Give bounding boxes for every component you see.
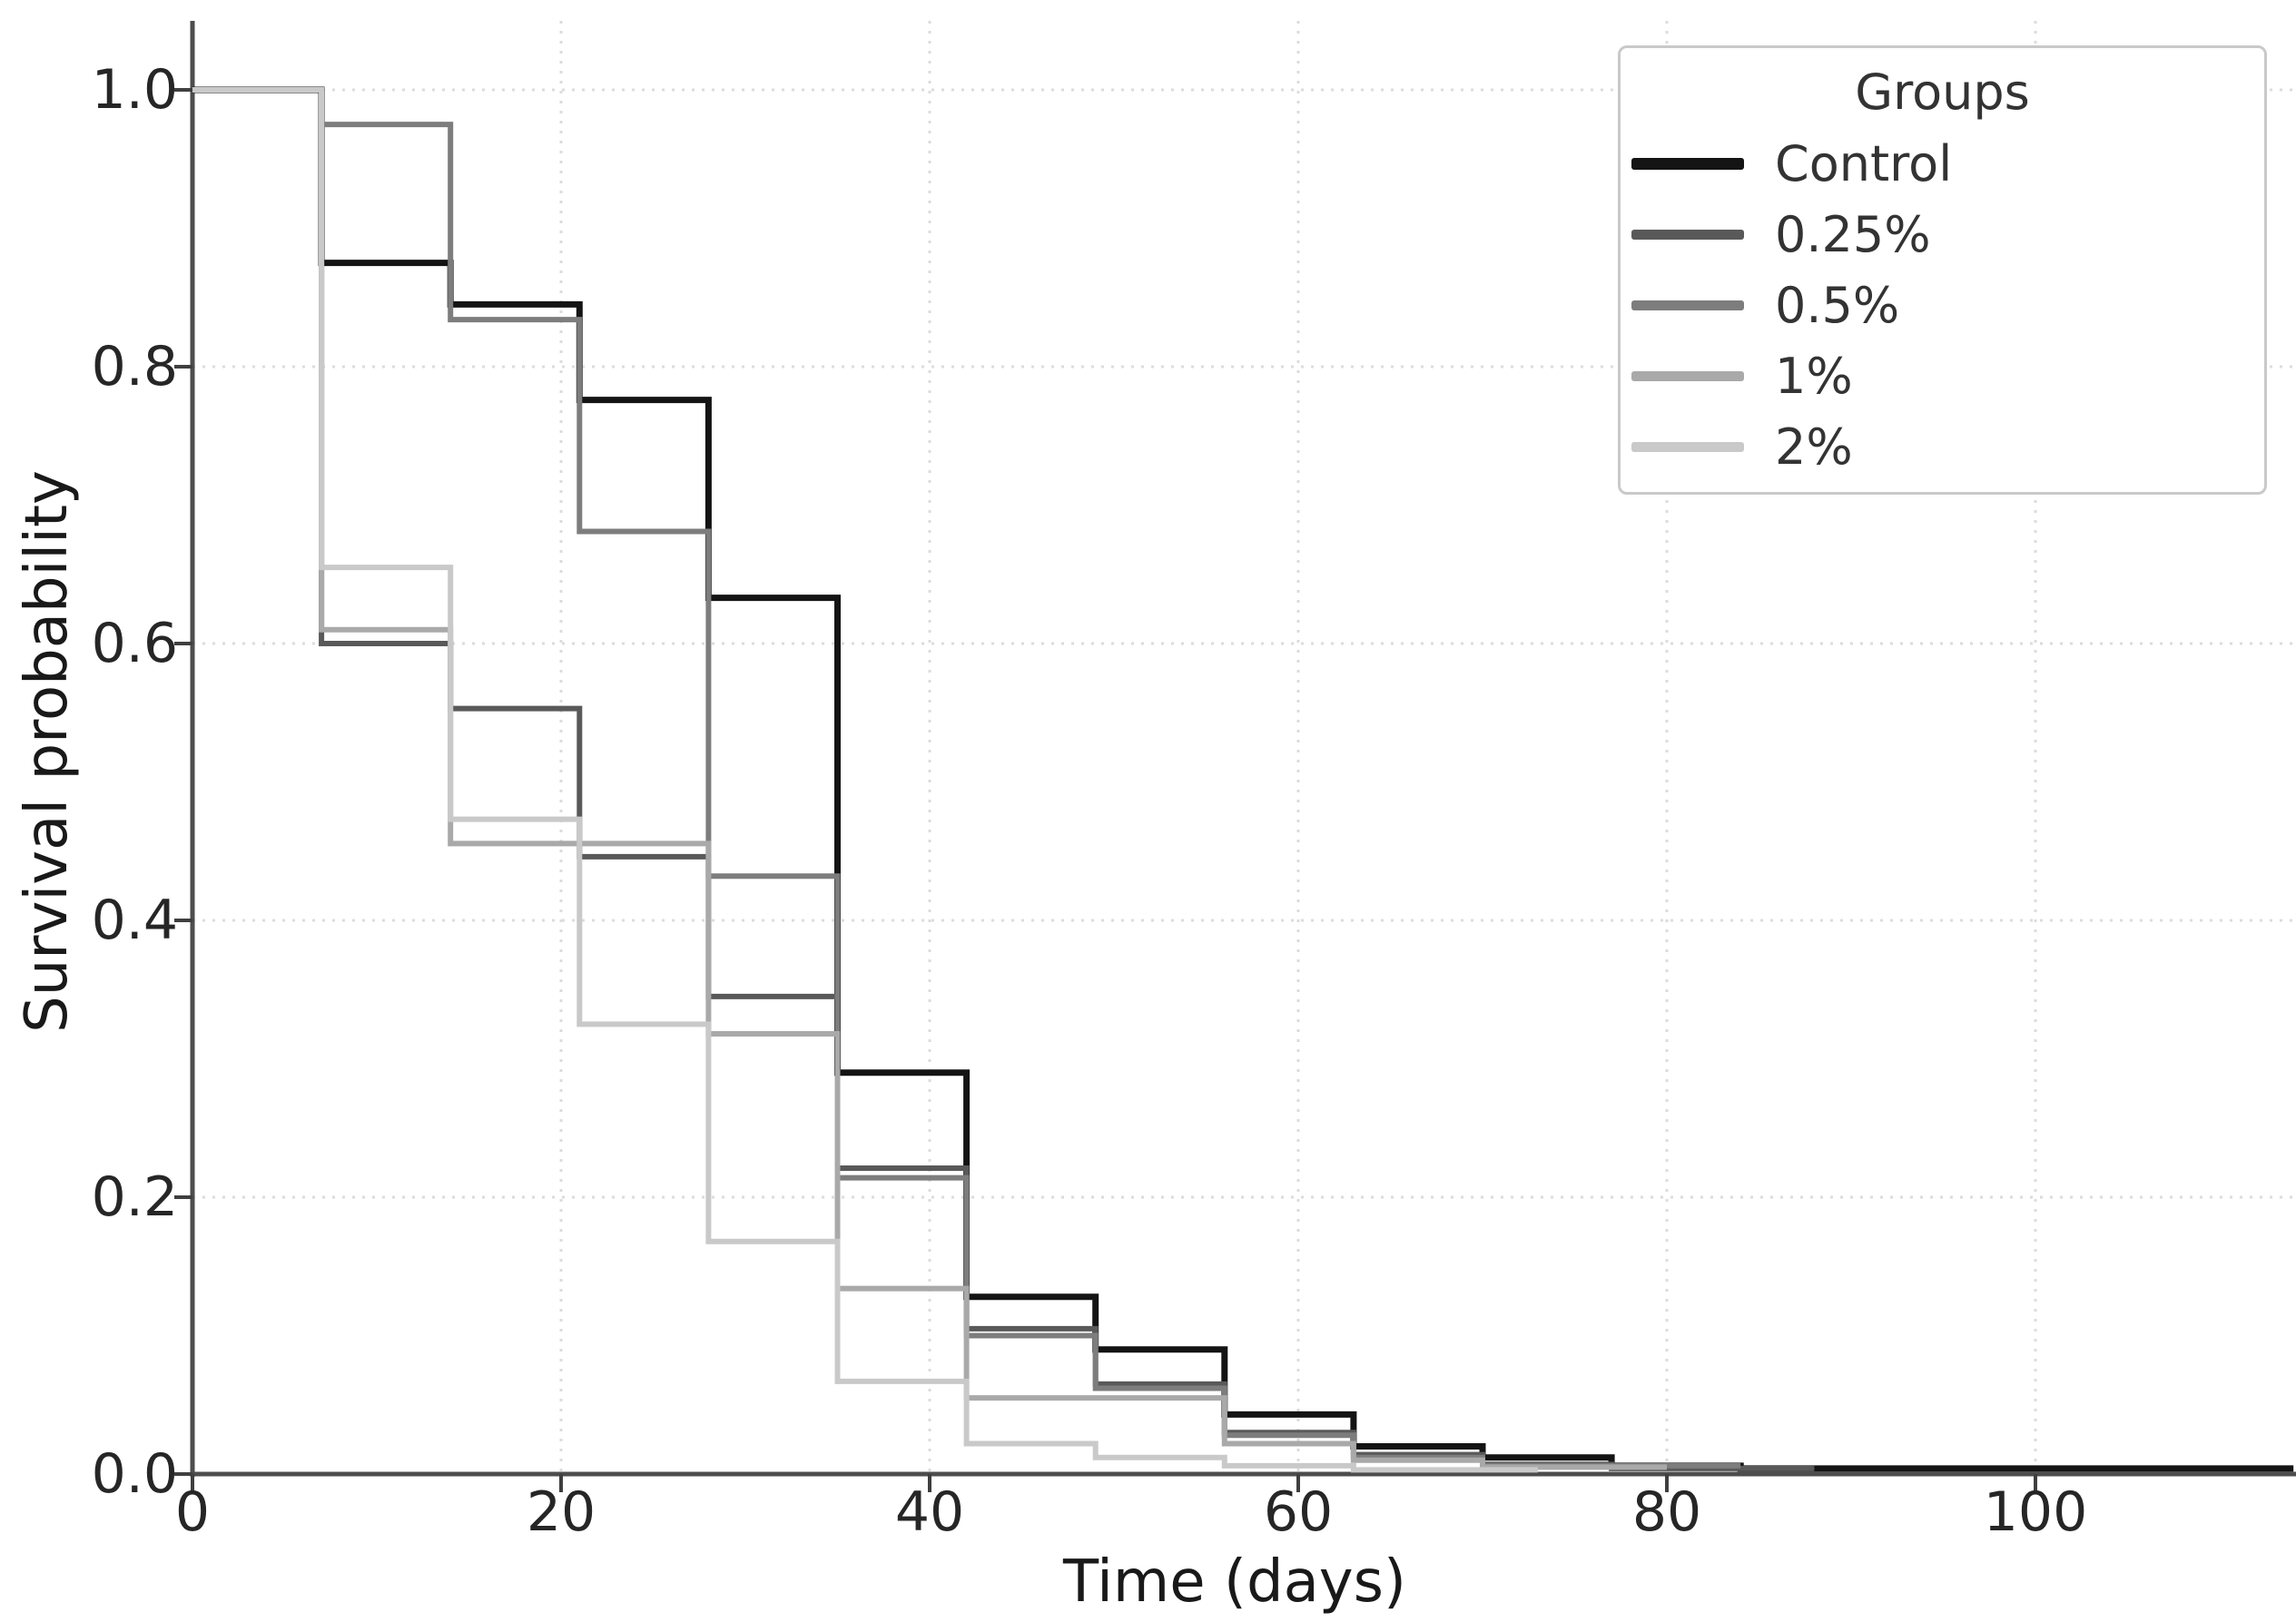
y-tick-label: 0.0 xyxy=(91,1442,178,1506)
y-tick-label: 0.6 xyxy=(91,612,178,675)
legend-entry: 2% xyxy=(1621,411,2264,482)
legend: Groups Control 0.25% 0.5% 1% 2% xyxy=(1618,45,2267,495)
legend-entry: 0.25% xyxy=(1621,199,2264,270)
x-tick-label: 20 xyxy=(526,1480,596,1544)
y-axis-title: Survival probability xyxy=(14,470,81,1033)
legend-title: Groups xyxy=(1855,64,2030,121)
y-tick-label: 0.2 xyxy=(91,1165,178,1229)
y-tick-label: 0.4 xyxy=(91,889,178,952)
legend-entry: 1% xyxy=(1621,340,2264,411)
legend-entries: Control 0.25% 0.5% 1% 2% xyxy=(1621,128,2264,482)
survival-curve-0-5- xyxy=(192,87,1741,1469)
legend-line-swatch xyxy=(1631,229,1744,240)
legend-entry-label: 0.25% xyxy=(1775,205,1931,263)
legend-line-swatch xyxy=(1631,441,1744,452)
survival-curve-1- xyxy=(192,87,1667,1470)
survival-curve-2- xyxy=(192,87,1538,1473)
legend-entry: 0.5% xyxy=(1621,270,2264,340)
y-tick-label: 0.8 xyxy=(91,335,178,398)
survival-curve-0-25- xyxy=(192,87,1815,1471)
x-tick-label: 100 xyxy=(1983,1480,2088,1544)
legend-entry-label: 1% xyxy=(1775,347,1853,405)
legend-entry-label: 0.5% xyxy=(1775,276,1900,334)
x-tick-label: 80 xyxy=(1631,1480,1702,1544)
x-tick-label: 0 xyxy=(174,1480,211,1544)
x-axis-title: Time (days) xyxy=(1063,1548,1406,1616)
legend-line-swatch xyxy=(1631,370,1744,381)
y-tick-label: 1.0 xyxy=(91,58,178,122)
x-tick-label: 60 xyxy=(1263,1480,1334,1544)
survival-curve-control xyxy=(192,86,2294,1472)
legend-entry-label: Control xyxy=(1775,134,1953,192)
legend-entry: Control xyxy=(1621,128,2264,199)
legend-line-swatch xyxy=(1631,157,1744,170)
legend-line-swatch xyxy=(1631,300,1744,310)
x-tick-label: 40 xyxy=(894,1480,965,1544)
legend-entry-label: 2% xyxy=(1775,418,1853,476)
